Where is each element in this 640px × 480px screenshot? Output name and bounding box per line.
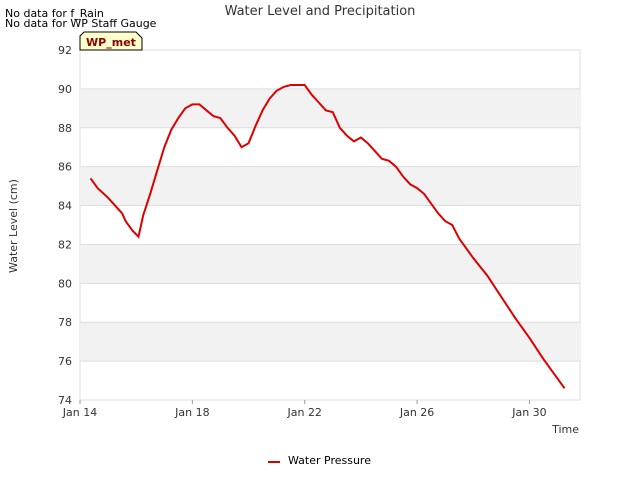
no-data-message-rain: No data for f_Rain — [5, 7, 104, 20]
legend: Water Pressure — [268, 454, 371, 467]
y-tick-label: 88 — [58, 122, 72, 135]
y-axis-ticks: 74 76 78 80 82 84 86 88 90 92 — [58, 44, 72, 407]
grid-lines — [80, 49, 580, 401]
x-tick-label: Jan 22 — [286, 406, 321, 419]
grid-band — [80, 322, 580, 362]
legend-label: Water Pressure — [288, 454, 371, 467]
grid-band — [80, 88, 580, 128]
y-tick-label: 84 — [58, 200, 72, 213]
x-axis-ticks: Jan 14 Jan 18 Jan 22 Jan 26 Jan 30 — [62, 400, 547, 419]
no-data-message-staff-gauge: No data for WP Staff Gauge — [5, 17, 157, 30]
y-axis-label: Water Level (cm) — [7, 179, 20, 273]
y-tick-label: 92 — [58, 44, 72, 57]
y-tick-label: 82 — [58, 238, 72, 251]
x-tick-label: Jan 14 — [62, 406, 97, 419]
x-tick-label: Jan 30 — [511, 406, 546, 419]
y-tick-label: 76 — [58, 355, 72, 368]
x-tick-label: Jan 18 — [174, 406, 209, 419]
y-tick-label: 78 — [58, 316, 72, 329]
badge-wp-met: WP_met — [79, 31, 143, 51]
grid-band — [80, 244, 580, 284]
x-tick-label: Jan 26 — [399, 406, 434, 419]
y-tick-label: 74 — [58, 394, 72, 407]
y-tick-label: 86 — [58, 161, 72, 174]
y-tick-label: 90 — [58, 83, 72, 96]
grid-band — [80, 166, 580, 206]
chart-title: Water Level and Precipitation — [225, 4, 416, 19]
y-tick-label: 80 — [58, 277, 72, 290]
badge-label: WP_met — [86, 36, 136, 49]
series-line-water-pressure — [89, 84, 566, 389]
plot-background — [79, 49, 581, 401]
x-axis-label: Time — [551, 423, 579, 436]
